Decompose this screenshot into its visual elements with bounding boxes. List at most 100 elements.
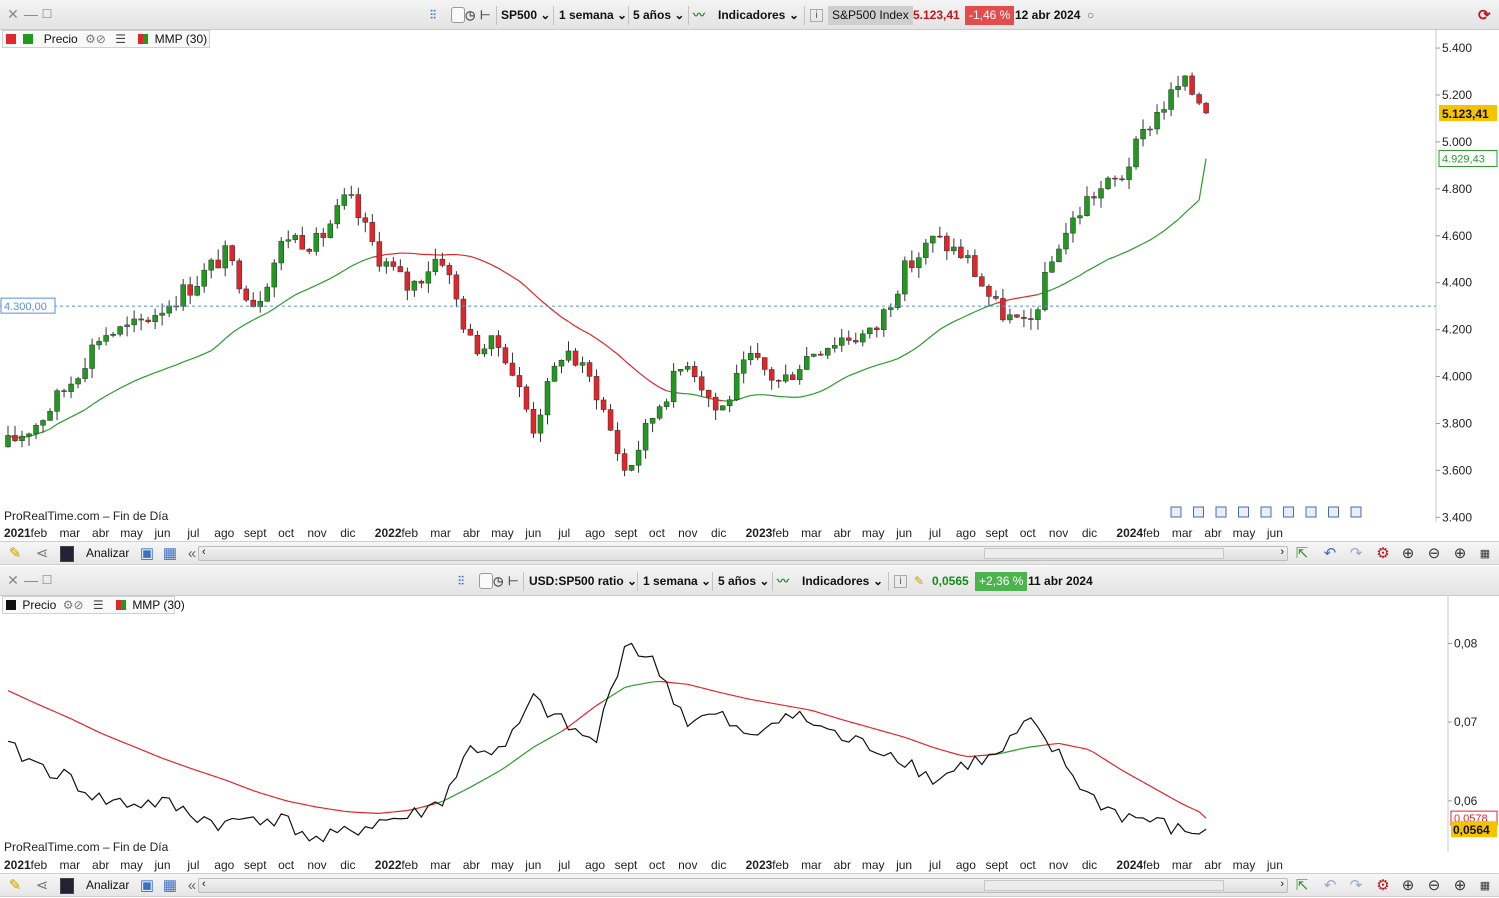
ruler-icon[interactable]: ⊢ [508, 574, 519, 588]
up-candle[interactable] [1182, 75, 1188, 91]
down-candle[interactable] [1000, 288, 1006, 322]
up-candle[interactable] [103, 327, 109, 346]
up-candle[interactable] [432, 248, 439, 276]
down-candle[interactable] [593, 369, 600, 410]
up-candle[interactable] [19, 430, 25, 448]
up-candle[interactable] [180, 279, 186, 311]
down-candle[interactable] [229, 244, 235, 266]
up-candle[interactable] [916, 252, 922, 278]
down-candle[interactable] [600, 396, 607, 413]
up-candle[interactable] [348, 185, 355, 199]
chart-window-icon[interactable]: ▦ [162, 877, 178, 894]
down-candle[interactable] [376, 231, 383, 272]
share-icon[interactable]: ⋖ [35, 545, 49, 562]
comment-icon[interactable]: ▣ [139, 545, 155, 562]
up-candle[interactable] [96, 337, 102, 350]
collapse-icon[interactable]: « [187, 545, 197, 562]
up-candle[interactable] [313, 227, 320, 256]
up-candle[interactable] [824, 347, 831, 360]
up-candle[interactable] [264, 283, 270, 302]
up-candle[interactable] [740, 351, 747, 384]
down-candle[interactable] [320, 228, 327, 247]
range-select[interactable]: 5 años ⌄ [633, 8, 685, 22]
down-candle[interactable] [586, 360, 593, 383]
wrench-icon[interactable]: ⚙⊘ [62, 598, 84, 612]
up-candle[interactable] [733, 364, 740, 401]
scroll-left-icon[interactable]: ‹ [202, 878, 206, 890]
price-legend-label[interactable]: Precio [22, 598, 57, 612]
up-candle[interactable] [663, 398, 670, 410]
up-candle[interactable] [292, 233, 299, 243]
down-candle[interactable] [467, 323, 474, 336]
up-candle[interactable] [89, 338, 95, 379]
up-candle[interactable] [1077, 206, 1083, 225]
ma-legend-label[interactable]: MMP (30) [154, 32, 208, 46]
down-candle[interactable] [187, 276, 193, 305]
down-candle[interactable] [874, 326, 880, 338]
up-candle[interactable] [747, 345, 754, 366]
down-candle[interactable] [502, 343, 509, 365]
ma-legend-label[interactable]: MMP (30) [132, 598, 185, 612]
up-candle[interactable] [425, 261, 432, 293]
panel-layout-icon[interactable] [1193, 506, 1204, 518]
down-candle[interactable] [474, 330, 481, 357]
collapse-icon[interactable]: « [187, 877, 197, 894]
up-candle[interactable] [803, 346, 810, 370]
up-candle[interactable] [544, 377, 551, 425]
down-candle[interactable] [390, 256, 397, 271]
down-candle[interactable] [250, 292, 256, 308]
down-candle[interactable] [1021, 309, 1027, 328]
down-candle[interactable] [530, 402, 537, 438]
down-candle[interactable] [979, 273, 985, 287]
up-candle[interactable] [923, 239, 929, 265]
down-candle[interactable] [789, 371, 796, 380]
up-candle[interactable] [152, 308, 158, 330]
down-candle[interactable] [1112, 175, 1118, 187]
link-icon[interactable] [451, 7, 465, 23]
up-candle[interactable] [334, 199, 341, 229]
panel-layout-icon[interactable] [1238, 506, 1249, 518]
list-icon[interactable]: ☰ [115, 32, 126, 46]
panel-layout-icon[interactable] [1170, 506, 1182, 518]
up-candle[interactable] [1098, 181, 1104, 208]
down-candle[interactable] [768, 366, 775, 390]
scroll-thumb[interactable] [984, 880, 1224, 891]
up-candle[interactable] [1161, 101, 1167, 120]
up-candle[interactable] [902, 256, 908, 302]
up-candle[interactable] [670, 363, 677, 408]
up-candle[interactable] [860, 329, 866, 347]
export-icon[interactable]: ⇱ [1295, 545, 1309, 562]
down-candle[interactable] [1014, 314, 1020, 319]
zoom-out-icon[interactable]: ⊖ [1427, 545, 1441, 562]
up-candle[interactable] [888, 303, 894, 318]
link-icon[interactable] [479, 573, 493, 589]
scroll-thumb[interactable] [984, 548, 1224, 559]
undo-icon[interactable]: ↶ [1323, 877, 1337, 894]
up-candle[interactable] [341, 188, 348, 210]
up-candle[interactable] [1042, 261, 1048, 312]
up-candle[interactable] [684, 361, 691, 373]
down-candle[interactable] [621, 448, 628, 477]
down-candle[interactable] [607, 404, 614, 432]
up-candle[interactable] [867, 327, 873, 339]
up-candle[interactable] [26, 432, 32, 446]
up-candle[interactable] [965, 249, 971, 264]
up-candle[interactable] [677, 369, 684, 376]
up-candle[interactable] [271, 259, 277, 298]
down-candle[interactable] [972, 249, 978, 278]
down-candle[interactable] [215, 249, 221, 269]
price-legend-label[interactable]: Precio [43, 32, 78, 46]
up-candle[interactable] [194, 275, 200, 297]
down-candle[interactable] [1119, 175, 1125, 182]
up-candle[interactable] [551, 362, 558, 382]
horizontal-scrollbar[interactable]: ‹ › [198, 546, 1288, 561]
up-candle[interactable] [656, 404, 663, 421]
up-candle[interactable] [117, 325, 123, 337]
down-candle[interactable] [516, 366, 523, 398]
up-candle[interactable] [40, 419, 46, 433]
sync-icon[interactable]: ⫶⫶ [458, 574, 465, 588]
down-candle[interactable] [306, 247, 313, 255]
mini-toolbar-icons[interactable] [1170, 506, 1362, 518]
minimize-icon[interactable]: — [24, 572, 38, 588]
down-candle[interactable] [173, 295, 179, 311]
